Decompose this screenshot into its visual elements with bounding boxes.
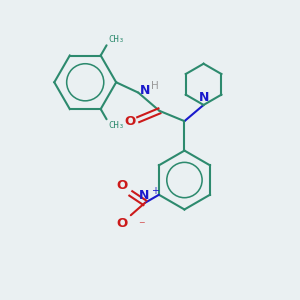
Text: O: O — [117, 217, 128, 230]
Text: CH₃: CH₃ — [108, 121, 124, 130]
Text: +: + — [152, 186, 159, 197]
Text: O: O — [124, 115, 135, 128]
Text: ⁻: ⁻ — [138, 220, 145, 232]
Text: CH₃: CH₃ — [108, 35, 124, 44]
Text: H: H — [151, 81, 158, 91]
Text: N: N — [140, 84, 150, 97]
Text: N: N — [198, 91, 209, 104]
Text: N: N — [139, 189, 149, 202]
Text: O: O — [117, 179, 128, 192]
